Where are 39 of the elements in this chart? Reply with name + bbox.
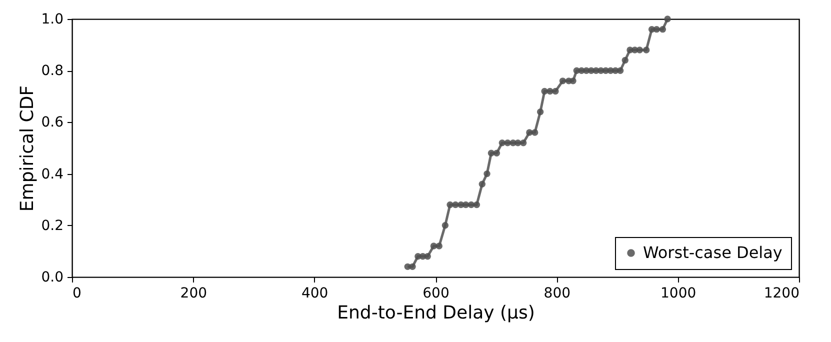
point: [536, 108, 544, 116]
x-tick-label: 0: [72, 286, 82, 302]
point: [659, 26, 666, 33]
point: [559, 78, 566, 84]
y-tick-label: 0.6: [41, 114, 64, 131]
point: [424, 253, 431, 260]
point: [462, 201, 470, 208]
x-tick-label: 800: [544, 286, 571, 302]
point: [642, 46, 650, 54]
y-tick-label: 1.0: [41, 12, 64, 28]
point: [622, 56, 628, 64]
point: [442, 222, 449, 229]
point: [488, 150, 495, 157]
point: [436, 242, 442, 250]
point: [570, 78, 576, 84]
x-tick-label: 400: [301, 286, 328, 302]
legend-label: Worst-case Delay: [643, 243, 782, 262]
y-tick-label: 0.2: [41, 218, 64, 234]
point: [484, 170, 490, 178]
y-tick-label: 0.4: [41, 166, 64, 182]
x-tick-label: 1200: [764, 286, 800, 302]
x-tick-label: 1000: [660, 286, 696, 302]
point: [636, 46, 644, 54]
point: [616, 67, 624, 74]
y-tick-label: 0.0: [41, 270, 64, 286]
x-axis-title: End-to-End Delay (μs): [337, 302, 535, 324]
point: [664, 16, 671, 22]
point: [493, 150, 500, 157]
point: [552, 88, 559, 95]
point: [520, 139, 527, 146]
x-tick-label: 600: [422, 286, 450, 302]
point: [478, 180, 486, 188]
point: [653, 26, 660, 33]
point: [409, 263, 416, 270]
y-axis-title: Empirical CDF: [17, 85, 38, 212]
point: [473, 201, 480, 208]
point: [532, 129, 538, 136]
y-tick-label: 0.8: [41, 63, 64, 80]
x-tick-label: 200: [180, 286, 208, 302]
